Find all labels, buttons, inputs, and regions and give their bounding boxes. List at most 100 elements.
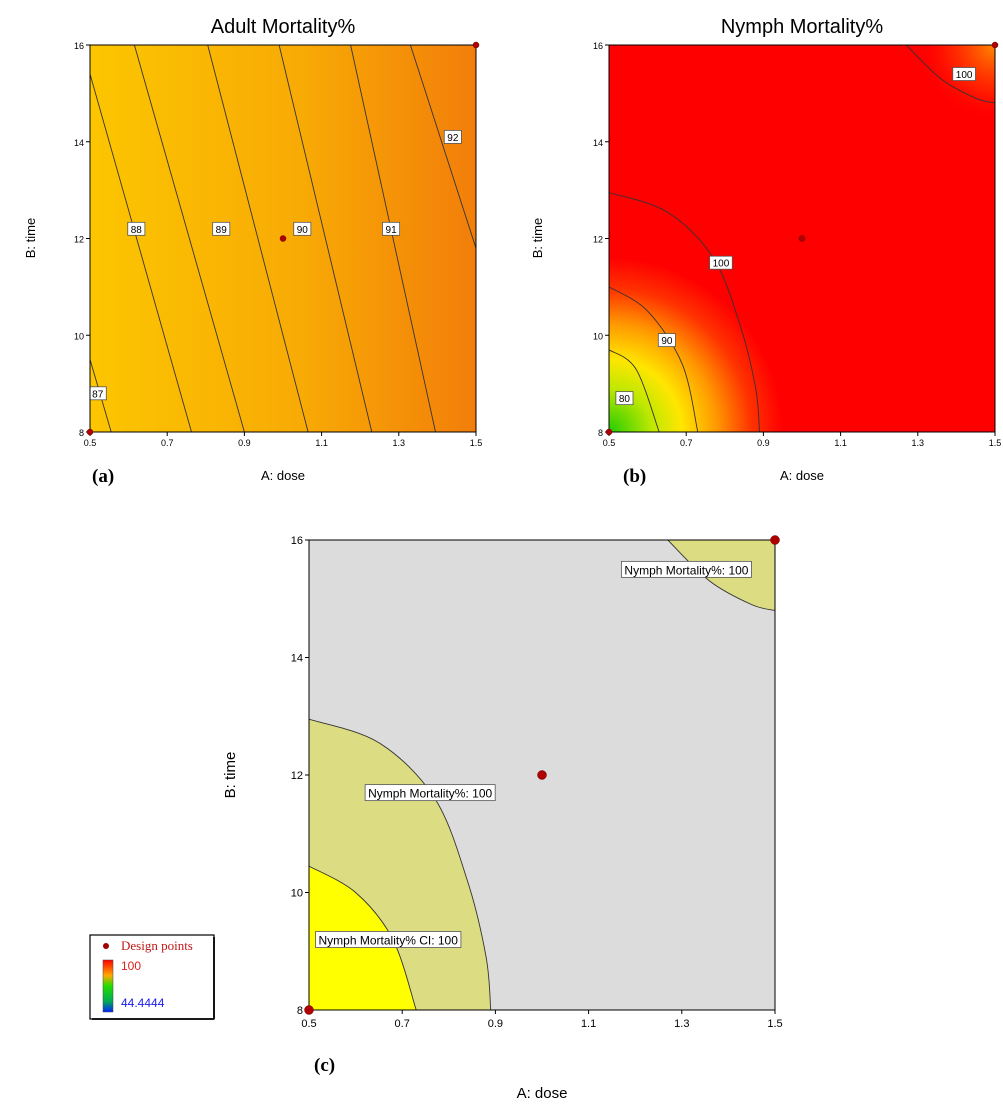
- panel-b-x-axis-label: A: dose: [780, 468, 824, 483]
- panel-b-title: Nymph Mortality%: [721, 16, 883, 38]
- contour-label: 90: [297, 225, 309, 236]
- legend-color-bar: [102, 959, 114, 1013]
- x-tick-label: 1.3: [674, 1018, 689, 1030]
- contour-label: 92: [447, 133, 459, 144]
- panel-b-ticks: 0.5 0.7 0.9 1.1 1.3 1.5 8 10 12 14 16: [593, 41, 1001, 448]
- x-tick-label: 1.5: [470, 438, 483, 448]
- x-tick-label: 1.3: [393, 438, 406, 448]
- contour-label-box: [615, 391, 634, 406]
- x-tick-label: 0.7: [680, 438, 693, 448]
- panel-b-y-axis-label: B: time: [530, 218, 545, 258]
- panel-b-contours: 100 100 90 80: [609, 45, 995, 432]
- panel-b-nymph-mortality: Nymph Mortality% 100 100 90 80 0.5 0.7 0.9 1.1…: [530, 16, 1001, 487]
- legend-max-label: 100: [121, 959, 141, 973]
- x-tick-label: 0.9: [238, 438, 251, 448]
- contour-label: 100: [713, 259, 730, 270]
- panel-a-ticks: 0.5 0.7 0.9 1.1 1.3 1.5 8 10 12 14 16: [74, 41, 482, 448]
- region-boundary: [309, 865, 417, 1010]
- panel-a-label: (a): [92, 466, 114, 487]
- panel-a-y-axis-label: B: time: [23, 218, 38, 258]
- design-point: [472, 41, 480, 49]
- y-tick-label: 10: [74, 331, 84, 341]
- panel-c-ticks: 0.5 0.7 0.9 1.1 1.3 1.5 8 10 12 14 16: [291, 535, 783, 1030]
- contour-label: 89: [216, 225, 228, 236]
- contour-label: 80: [619, 394, 631, 405]
- contour-label: 87: [92, 389, 104, 400]
- design-point: [86, 428, 94, 436]
- panel-a-title: Adult Mortality%: [211, 16, 356, 38]
- y-tick-label: 12: [291, 770, 303, 782]
- design-point: [798, 235, 806, 242]
- contour-label-box: [709, 255, 733, 270]
- panel-c-label: (c): [314, 1055, 335, 1076]
- contour-label: 90: [661, 336, 673, 347]
- x-tick-label: 0.5: [84, 438, 97, 448]
- contour-label-box: [952, 67, 976, 81]
- y-tick-label: 16: [74, 41, 84, 51]
- y-tick-label: 10: [593, 331, 603, 341]
- x-tick-label: 1.1: [315, 438, 328, 448]
- panel-b-label: (b): [623, 466, 646, 487]
- design-point: [605, 428, 613, 436]
- x-tick-label: 1.3: [912, 438, 925, 448]
- contour-label: 88: [131, 225, 143, 236]
- x-tick-label: 1.5: [989, 438, 1002, 448]
- y-tick-label: 10: [291, 888, 303, 900]
- legend-design-points-label: Design points: [121, 938, 193, 953]
- region-boundary: [667, 540, 775, 611]
- panel-c-x-axis-label: A: dose: [517, 1085, 568, 1102]
- x-tick-label: 1.1: [581, 1018, 596, 1030]
- x-tick-label: 1.1: [834, 438, 847, 448]
- contour-line: [90, 73, 192, 432]
- contour-line: [609, 192, 760, 432]
- design-point: [537, 770, 547, 780]
- legend: Design points 100 44.4444: [89, 934, 215, 1020]
- y-tick-label: 14: [593, 138, 603, 148]
- x-tick-label: 0.9: [757, 438, 770, 448]
- x-tick-label: 0.5: [301, 1018, 316, 1030]
- contour-label-box: [127, 221, 146, 236]
- region-boundary: [309, 718, 492, 1010]
- contour-line: [207, 45, 309, 432]
- contour-line: [133, 45, 245, 432]
- x-tick-label: 0.7: [161, 438, 174, 448]
- contour-label-box: [657, 333, 676, 347]
- contour-label-box: [293, 221, 312, 236]
- contour-label: Nymph Mortality%: 100: [368, 787, 492, 801]
- y-tick-label: 14: [74, 138, 84, 148]
- y-tick-label: 16: [291, 535, 303, 547]
- contour-line: [350, 45, 436, 432]
- legend-min-label: 44.4444: [121, 996, 165, 1010]
- design-point: [991, 41, 999, 49]
- contour-label-box: [315, 931, 462, 948]
- panel-c-overlay: 0.5 0.7 0.9 1.1 1.3 1.5 8 10 12 14 16 A: dose B: t…: [222, 535, 783, 1102]
- panel-a-adult-mortality: Adult Mortality% 87 88 89 90 91 92 0.5 0.7 0.9 1…: [23, 16, 482, 487]
- contour-label-box: [621, 560, 752, 578]
- contour-line: [278, 45, 373, 432]
- x-tick-label: 0.7: [395, 1018, 410, 1030]
- contour-label-box: [382, 221, 401, 236]
- contour-line: [609, 349, 660, 432]
- design-point: [304, 1005, 314, 1015]
- y-tick-label: 8: [598, 428, 603, 438]
- x-tick-label: 0.5: [603, 438, 616, 448]
- panel-a-x-axis-label: A: dose: [261, 468, 305, 483]
- y-tick-label: 12: [593, 235, 603, 245]
- x-tick-label: 1.5: [767, 1018, 782, 1030]
- legend-design-point-marker: [103, 943, 109, 949]
- x-tick-label: 0.9: [488, 1018, 503, 1030]
- design-point: [770, 535, 780, 545]
- contour-line: [905, 45, 995, 104]
- contour-line: [409, 45, 476, 249]
- y-tick-label: 8: [79, 428, 84, 438]
- y-tick-label: 12: [74, 235, 84, 245]
- y-tick-label: 8: [297, 1005, 303, 1017]
- contour-label-box: [90, 386, 107, 401]
- contour-label: Nymph Mortality%: 100: [624, 563, 748, 577]
- contour-label-box: [364, 784, 496, 802]
- panel-c-y-axis-label: B: time: [222, 752, 239, 799]
- contour-label-box: [443, 130, 462, 144]
- contour-label: 100: [956, 70, 973, 81]
- y-tick-label: 14: [291, 653, 303, 665]
